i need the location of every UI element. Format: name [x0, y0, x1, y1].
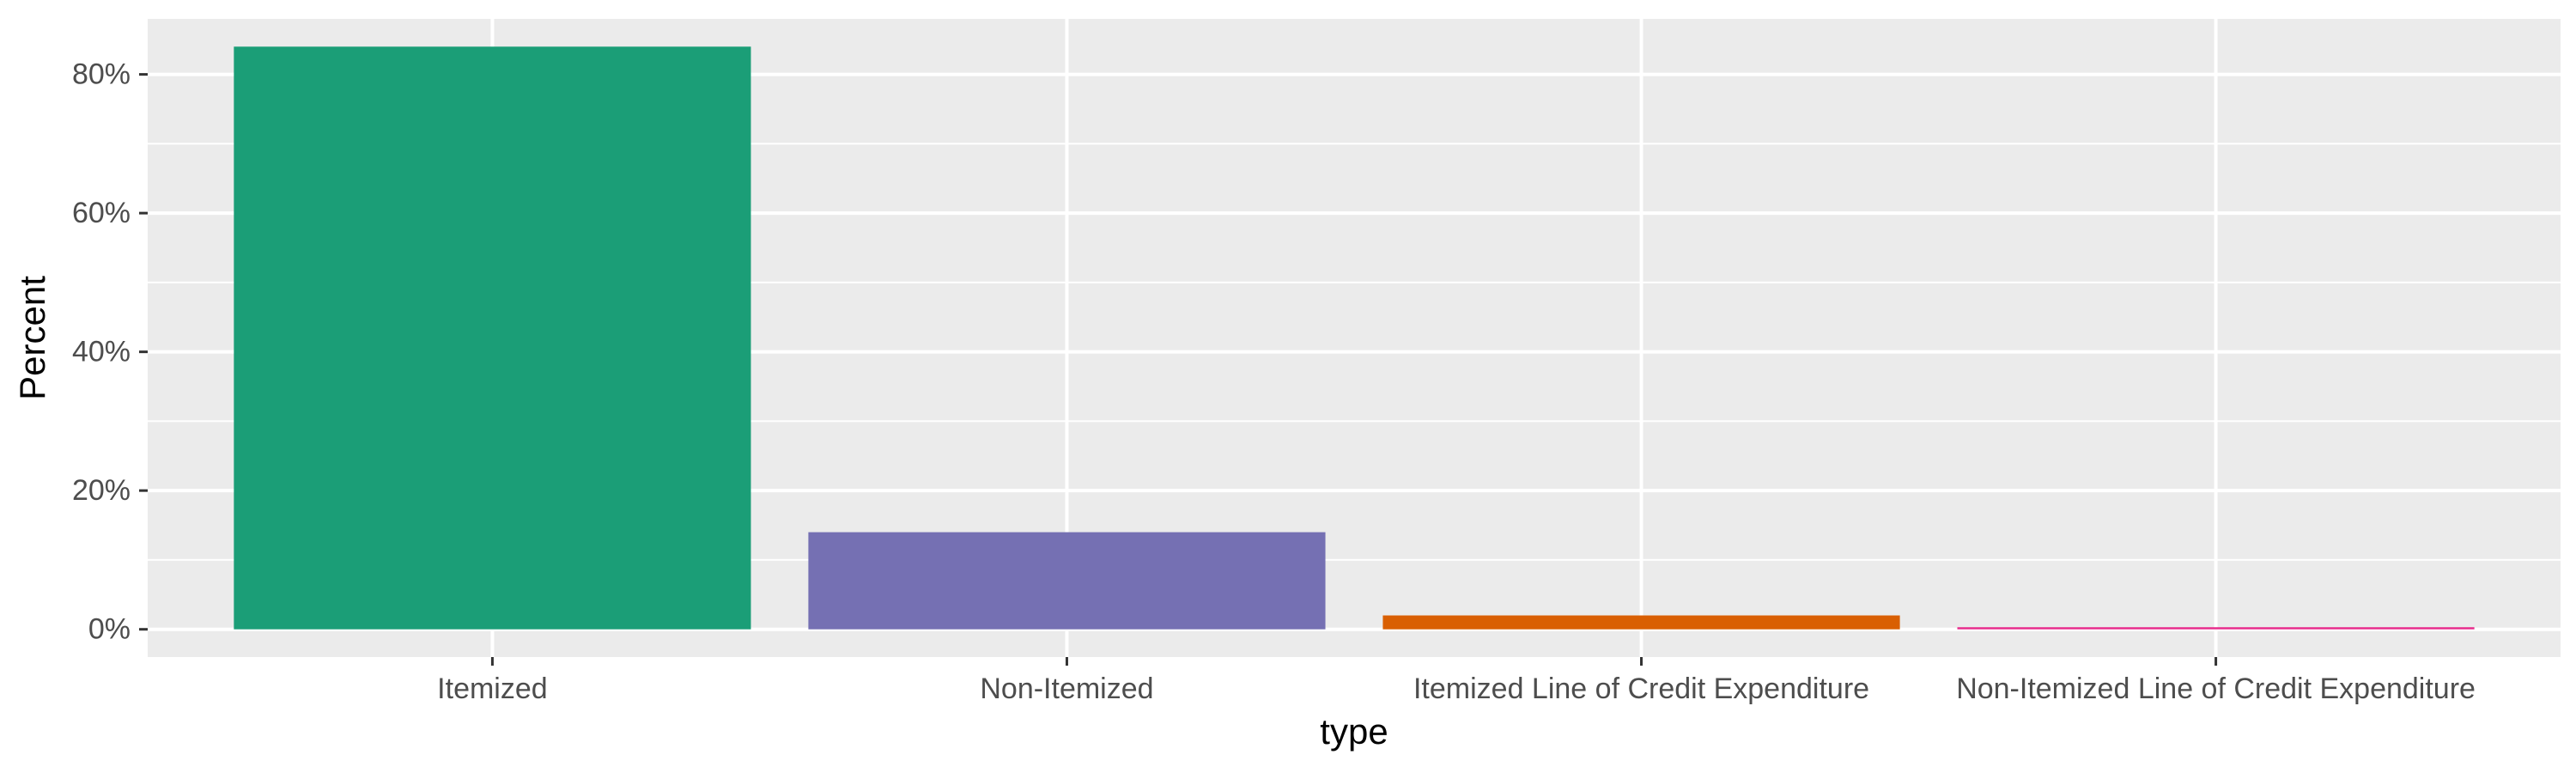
y-axis: 0% 20% 40% 60% 80% [72, 58, 148, 646]
y-axis-title: Percent [12, 276, 52, 400]
bar [1957, 627, 2475, 630]
x-axis-title: type [1320, 711, 1388, 752]
y-tick-label: 0% [88, 613, 131, 646]
x-axis: Itemized Non-Itemized Itemized Line of Cre… [437, 657, 2476, 705]
y-tick-label: 20% [72, 474, 131, 507]
bar [1382, 615, 1900, 630]
y-tick-label: 60% [72, 197, 131, 229]
bar [808, 532, 1326, 630]
bar [234, 46, 751, 630]
y-tick-label: 80% [72, 58, 131, 91]
x-tick-label: Non-Itemized [980, 673, 1153, 705]
y-tick-label: 40% [72, 336, 131, 368]
x-tick-label: Non-Itemized Line of Credit Expenditure [1956, 673, 2476, 705]
x-tick-label: Itemized [437, 673, 548, 705]
x-tick-label: Itemized Line of Credit Expenditure [1413, 673, 1869, 705]
bars [234, 46, 2475, 630]
